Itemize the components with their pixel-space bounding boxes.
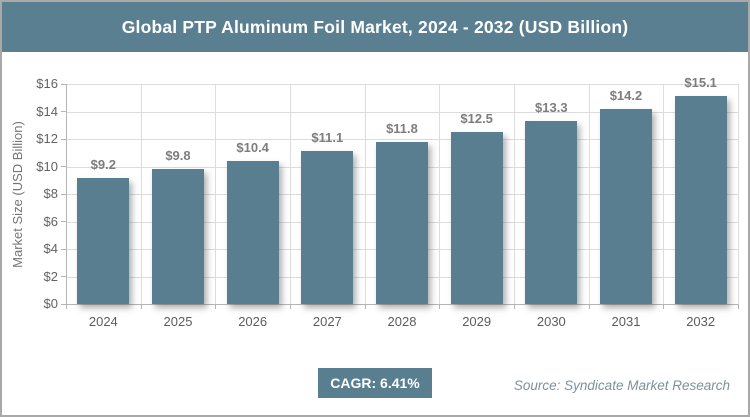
v-gridline	[364, 84, 366, 304]
y-tick	[61, 221, 66, 222]
y-tick	[61, 166, 66, 167]
v-gridline	[514, 84, 515, 304]
x-tick	[738, 304, 739, 309]
bar-value-label: $9.8	[165, 148, 191, 164]
v-gridline	[215, 84, 217, 304]
y-tick	[61, 111, 66, 112]
v-gridline	[290, 84, 291, 304]
bar-value-label: $12.5	[460, 111, 493, 127]
bar-column: $14.2	[589, 84, 664, 304]
chart-title-bar: Global PTP Aluminum Foil Market, 2024 - …	[2, 2, 748, 52]
bar-value-label: $13.3	[535, 100, 568, 116]
y-tick	[61, 303, 66, 305]
bar-column: $11.8	[365, 84, 440, 304]
y-tick-label: $8	[43, 186, 58, 201]
bar-column: $13.3	[514, 84, 589, 304]
bar-column: $11.1	[290, 84, 365, 304]
bar-value-label: $9.2	[90, 156, 116, 172]
x-tick-label: 2028	[387, 314, 417, 329]
y-axis-line	[66, 84, 67, 304]
x-tick	[215, 304, 217, 309]
bar-column: $9.8	[141, 84, 216, 304]
x-tick	[663, 304, 665, 309]
h-gridline	[66, 84, 738, 85]
y-tick	[61, 248, 66, 250]
bar-column: $9.2	[66, 84, 141, 304]
chart-title: Global PTP Aluminum Foil Market, 2024 - …	[121, 16, 629, 37]
bar-2029	[450, 132, 503, 304]
h-gridline	[66, 111, 738, 113]
plot-area: $0 $2 $4 $6 $8 $10 $12 $14 $16 $9.2 2024 $9.8 2025 $1…	[36, 76, 739, 329]
y-tick	[61, 138, 66, 140]
y-tick	[61, 276, 66, 277]
bar-value-label: $15.1	[684, 75, 717, 91]
bar-2026	[226, 161, 279, 304]
x-tick-label: 2029	[462, 314, 492, 329]
bar-2024	[77, 177, 130, 304]
bar-2025	[151, 169, 204, 304]
x-tick	[588, 304, 590, 309]
v-gridline	[738, 84, 739, 304]
bar-column: $15.1	[663, 76, 738, 304]
x-axis-line	[66, 304, 738, 305]
x-tick	[140, 304, 142, 309]
x-tick	[66, 304, 67, 309]
x-tick	[439, 304, 441, 309]
v-gridline	[663, 84, 665, 304]
v-gridline	[439, 84, 441, 304]
v-gridline	[140, 84, 142, 304]
x-tick	[364, 304, 366, 309]
bar-value-label: $11.8	[386, 120, 418, 136]
y-tick-label: $6	[43, 213, 58, 229]
x-tick-label: 2026	[238, 314, 268, 329]
bar-2028	[375, 141, 428, 304]
x-tick-label: 2027	[312, 314, 342, 329]
cagr-badge: CAGR: 6.41%	[318, 368, 432, 398]
x-tick	[290, 304, 291, 309]
h-gridline	[66, 139, 738, 140]
x-tick-label: 2025	[163, 314, 193, 329]
x-tick-label: 2031	[611, 314, 641, 329]
y-tick-label: $12	[36, 131, 58, 146]
v-gridline	[588, 84, 590, 304]
y-tick	[61, 193, 66, 195]
bar-2027	[301, 151, 354, 304]
bar-column: $10.4	[215, 84, 290, 304]
bar-value-label: $11.1	[311, 130, 344, 146]
bar-column: $12.5	[439, 84, 514, 304]
y-tick-label: $10	[36, 158, 58, 174]
x-tick-label: 2024	[88, 314, 118, 329]
y-tick-label: $4	[43, 241, 58, 256]
x-tick-label: 2032	[686, 314, 716, 329]
y-tick	[61, 83, 66, 85]
x-tick	[514, 304, 515, 309]
bar-value-label: $14.2	[609, 87, 643, 103]
y-tick-label: $0	[43, 296, 58, 311]
source-attribution: Source: Syndicate Market Research	[513, 378, 730, 393]
bar-2032	[674, 96, 727, 304]
bar-2031	[599, 108, 652, 304]
y-tick-label: $16	[36, 76, 58, 91]
bar-2030	[525, 121, 578, 304]
bar-value-label: $10.4	[236, 140, 269, 155]
y-tick-label: $14	[36, 103, 58, 119]
x-tick-label: 2030	[536, 314, 566, 329]
y-tick-label: $2	[43, 268, 58, 284]
